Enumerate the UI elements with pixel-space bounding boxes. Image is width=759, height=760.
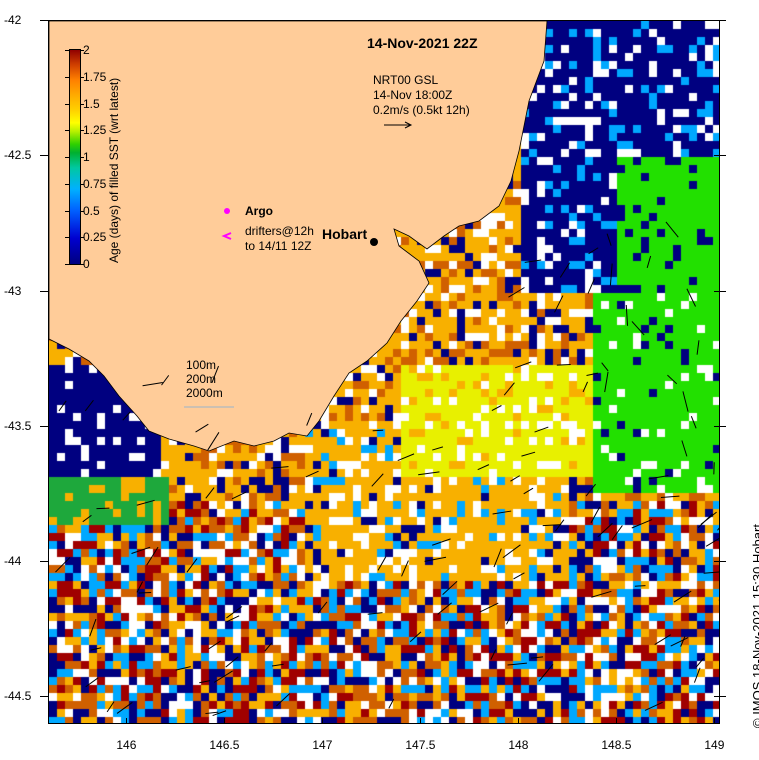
y-tick-label: -44.5 xyxy=(4,689,32,704)
y-tick xyxy=(40,561,48,562)
current-vectors xyxy=(55,221,719,717)
y-tick-right xyxy=(714,290,726,292)
x-tick-label: 146.5 xyxy=(209,738,240,752)
current-time: 14-Nov 18:00Z xyxy=(373,88,453,102)
x-tick-label: 148.5 xyxy=(601,738,632,752)
y-tick xyxy=(40,155,48,157)
drifter-legend-line2: to 14/11 12Z xyxy=(245,239,312,253)
y-tick-right xyxy=(714,561,726,562)
y-tick-right xyxy=(714,20,726,21)
colorbar-tick-label: 1.25 xyxy=(83,123,107,138)
y-tick-right xyxy=(714,155,726,157)
map-plot-area[interactable]: 0 0.25 0.5 0.75 1 1.25 1.5 1.75 2 Age (days) of … xyxy=(48,20,720,724)
depth-legend-2000m: 2000m xyxy=(186,386,223,400)
x-tick xyxy=(714,718,716,724)
map-overlay xyxy=(49,21,719,717)
x-tick xyxy=(322,718,324,724)
y-tick xyxy=(40,425,48,427)
colorbar-tick-label: 0 xyxy=(83,257,90,271)
y-tick-right xyxy=(714,696,726,698)
map-title: 14-Nov-2021 22Z xyxy=(367,35,478,51)
x-tick-label: 147.5 xyxy=(405,738,436,752)
argo-legend-label: Argo xyxy=(245,204,273,218)
colorbar-tick-label: 0.25 xyxy=(83,230,107,245)
x-tick-label: 146 xyxy=(116,738,137,752)
y-tick xyxy=(40,290,48,292)
hobart-marker xyxy=(370,238,378,246)
y-tick-label: -44 xyxy=(4,554,22,568)
colorbar-tick-label: 1.75 xyxy=(83,69,107,84)
y-tick xyxy=(40,20,48,21)
x-tick-label: 148 xyxy=(508,738,529,752)
current-scale: 0.2m/s (0.5kt 12h) xyxy=(373,103,470,117)
colorbar-tick-label: 0.75 xyxy=(83,176,107,191)
drifter-legend-icon xyxy=(221,232,232,240)
current-product: NRT00 GSL xyxy=(373,73,439,87)
x-tick xyxy=(420,718,422,724)
colorbar-tick-label: 0.5 xyxy=(83,203,100,218)
credit-text: © IMOS 18-Nov-2021 15:30 Hobart xyxy=(750,524,759,728)
colorbar-tick-label: 1.5 xyxy=(83,96,100,111)
depth-legend-100m: 100m xyxy=(186,358,217,372)
depth-legend-200m: 200m xyxy=(186,372,217,386)
argo-legend-icon xyxy=(224,208,230,214)
city-label-hobart: Hobart xyxy=(322,226,368,242)
x-tick-label: 149 xyxy=(704,738,725,752)
colorbar-tick-label: 2 xyxy=(83,43,90,57)
x-tick xyxy=(518,718,520,724)
y-tick-right xyxy=(714,425,726,427)
x-tick xyxy=(224,718,226,724)
x-tick-label: 147 xyxy=(312,738,333,752)
y-tick-label: -43.5 xyxy=(4,418,32,433)
y-tick-label: -42.5 xyxy=(4,148,32,163)
drifter-legend-line1: drifters@12h xyxy=(245,224,314,238)
y-tick-label: -43 xyxy=(4,283,22,298)
colorbar-tick-label: 1 xyxy=(83,150,90,164)
tasmania-land xyxy=(49,21,548,452)
x-tick xyxy=(126,718,128,724)
colorbar-label: Age (days) of filled SST (wrt latest) xyxy=(107,77,121,263)
x-tick xyxy=(616,718,618,724)
y-tick-label: -42 xyxy=(4,13,22,27)
y-tick xyxy=(40,696,48,698)
